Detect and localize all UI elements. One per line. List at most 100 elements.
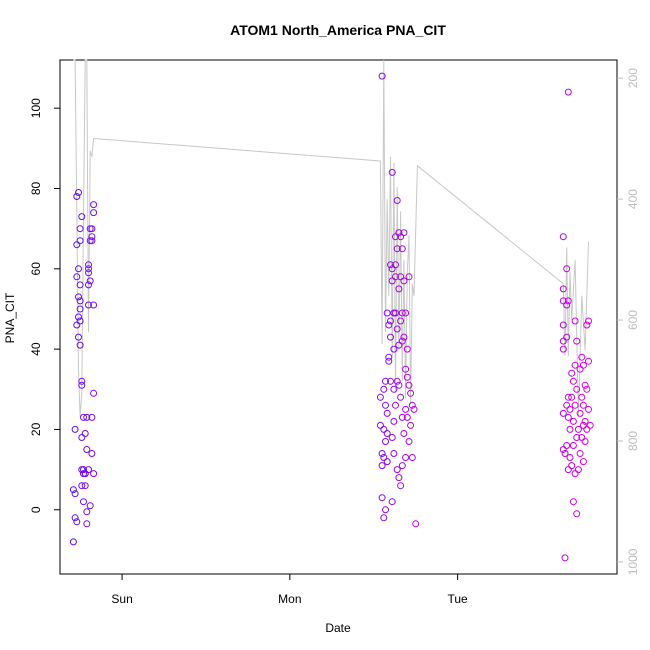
data-point — [559, 233, 567, 241]
data-point — [581, 438, 589, 445]
data-point — [90, 301, 98, 309]
data-point — [405, 438, 413, 445]
data-point — [85, 265, 92, 273]
data-point — [387, 261, 394, 269]
data-point — [78, 377, 86, 385]
data-point — [388, 168, 396, 176]
data-point — [75, 265, 82, 273]
data-point — [400, 277, 408, 285]
data-point — [85, 281, 92, 289]
secondary-y-tick-label: 800 — [626, 431, 640, 451]
x-tick-label: Sun — [111, 592, 132, 606]
data-point — [407, 389, 415, 397]
data-point — [395, 229, 403, 237]
data-point — [395, 474, 403, 482]
data-point — [559, 297, 567, 305]
data-point — [559, 446, 567, 453]
data-point — [563, 401, 571, 409]
data-point — [573, 434, 581, 441]
data-point — [383, 309, 391, 317]
data-point — [402, 405, 410, 413]
data-point — [387, 333, 394, 341]
y-tick-label: 60 — [29, 262, 43, 276]
data-point — [81, 430, 89, 437]
data-point — [387, 317, 394, 325]
data-point — [393, 377, 401, 385]
data-point — [578, 353, 586, 361]
data-point — [395, 285, 403, 293]
data-point — [393, 245, 401, 253]
data-point — [390, 417, 398, 425]
data-point — [403, 373, 411, 381]
data-point — [76, 237, 84, 245]
data-point — [397, 482, 405, 490]
data-point — [76, 281, 84, 289]
data-point — [388, 434, 396, 441]
data-point — [398, 462, 406, 470]
data-point — [397, 317, 405, 325]
data-point — [78, 381, 86, 389]
data-point — [90, 201, 98, 209]
data-point — [383, 430, 391, 437]
data-point — [585, 357, 592, 365]
secondary-y-tick-label: 1000 — [626, 548, 640, 575]
data-point — [569, 498, 577, 506]
data-point — [76, 341, 84, 349]
data-point — [583, 321, 591, 329]
data-point — [73, 518, 81, 526]
data-point — [80, 498, 87, 506]
data-point — [561, 554, 569, 562]
data-point — [83, 520, 91, 528]
data-point — [573, 337, 581, 345]
secondary-line-layer — [73, 59, 589, 417]
x-axis-title: Date — [325, 621, 351, 635]
data-point — [81, 482, 89, 490]
data-point — [71, 490, 79, 498]
data-point — [408, 401, 416, 409]
data-point — [586, 421, 594, 429]
y-tick-label: 80 — [29, 182, 43, 196]
data-point — [390, 385, 398, 393]
data-point — [393, 325, 401, 333]
points-layer — [69, 72, 594, 562]
data-point — [86, 502, 94, 510]
data-point — [385, 321, 393, 329]
data-point — [83, 446, 91, 453]
secondary-y-tick-label: 400 — [626, 189, 640, 209]
data-point — [569, 417, 577, 425]
data-point — [76, 225, 84, 233]
data-point — [412, 520, 420, 528]
data-point — [571, 470, 579, 478]
data-point — [398, 413, 406, 421]
y-axis-title: PNA_CIT — [3, 292, 17, 343]
data-point — [563, 301, 571, 309]
y-tick-label: 20 — [29, 422, 43, 436]
data-point — [583, 385, 591, 393]
data-point — [407, 421, 415, 429]
data-point — [402, 309, 410, 317]
data-point — [405, 381, 413, 389]
data-point — [398, 337, 406, 345]
data-point — [385, 357, 393, 365]
data-point — [402, 365, 410, 373]
secondary-series-line — [73, 59, 589, 417]
data-point — [573, 510, 581, 518]
data-point — [76, 305, 84, 313]
data-point — [581, 417, 589, 425]
data-point — [561, 450, 569, 457]
data-point — [90, 209, 98, 217]
data-point — [69, 486, 77, 494]
data-point — [574, 466, 582, 474]
data-point — [383, 458, 391, 466]
data-point — [402, 454, 410, 461]
data-point — [564, 393, 572, 401]
data-point — [564, 466, 572, 474]
data-point — [73, 273, 81, 281]
data-point — [564, 88, 572, 96]
data-point — [88, 225, 96, 233]
data-point — [382, 506, 389, 514]
data-point — [380, 425, 388, 433]
data-point — [85, 466, 92, 474]
data-point — [388, 498, 396, 506]
data-point — [576, 450, 584, 457]
